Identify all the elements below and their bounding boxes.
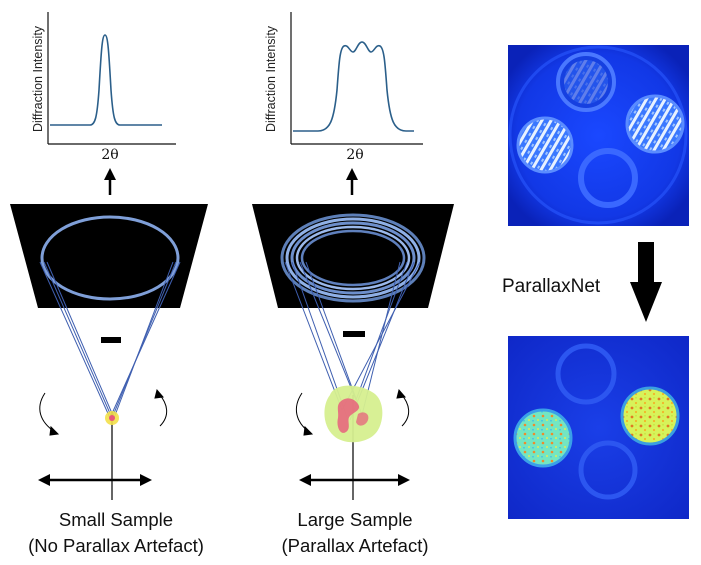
arrow-up-icon — [346, 168, 358, 195]
rotation-arrow-icon — [295, 388, 410, 436]
split-peak-curve — [293, 41, 414, 132]
corrected-reconstruction-image — [508, 336, 689, 519]
reconstruction-panel: ParallaxNet — [502, 45, 689, 519]
large-caption-line1: Large Sample — [297, 509, 412, 530]
large-diffraction-plot: Diffraction Intensity 2θ — [264, 12, 423, 163]
beam-stop — [101, 337, 121, 343]
sample-disc-right — [625, 94, 685, 154]
x-axis-label: 2θ — [101, 147, 118, 163]
y-axis-label: Diffraction Intensity — [31, 25, 45, 132]
sample-disc-left — [516, 116, 574, 174]
large-detector — [252, 204, 454, 308]
sample-disc-right — [620, 386, 680, 446]
x-axis-label: 2θ — [346, 147, 363, 163]
rotation-arrow-icon — [39, 388, 168, 436]
small-caption-line2: (No Parallax Artefact) — [28, 535, 204, 556]
small-sample-panel: Diffraction Intensity 2θ — [10, 12, 208, 556]
sample-disc-bottom — [578, 148, 638, 208]
beam-stop — [343, 331, 365, 337]
small-caption-line1: Small Sample — [59, 509, 173, 530]
artefact-reconstruction-image — [508, 45, 689, 226]
small-detector — [10, 204, 208, 308]
sample-disc-bottom — [578, 440, 638, 500]
arrow-down-icon — [630, 242, 662, 322]
double-headed-arrow-icon — [299, 474, 410, 486]
diffraction-rings — [280, 213, 426, 303]
arrow-up-icon — [104, 168, 116, 195]
sample-disc-left — [513, 408, 573, 468]
small-diffraction-plot: Diffraction Intensity 2θ — [31, 12, 176, 163]
small-sample — [105, 411, 119, 425]
sample-disc-top — [555, 343, 617, 405]
small-diffracted-beams — [39, 261, 181, 419]
network-label: ParallaxNet — [502, 276, 601, 297]
diffraction-ring — [40, 215, 180, 301]
large-sample — [324, 385, 383, 443]
large-caption-line2: (Parallax Artefact) — [281, 535, 428, 556]
double-headed-arrow-icon — [38, 474, 152, 486]
single-peak-curve — [50, 34, 162, 126]
y-axis-label: Diffraction Intensity — [264, 25, 278, 132]
large-sample-panel: Diffraction Intensity 2θ — [252, 12, 454, 556]
